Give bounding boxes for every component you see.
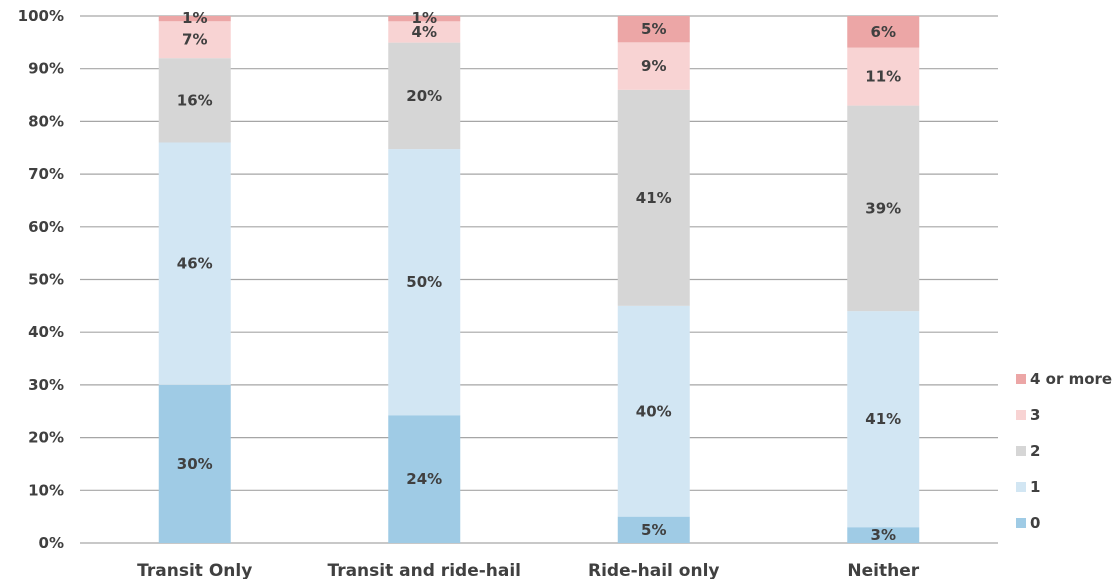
legend-swatch: [1016, 374, 1026, 384]
data-label: 20%: [406, 87, 442, 105]
legend-label: 4 or more: [1030, 370, 1112, 388]
y-tick-label: 100%: [18, 7, 64, 25]
y-tick-label: 40%: [28, 323, 64, 341]
data-label: 39%: [865, 199, 901, 217]
y-tick-label: 80%: [28, 112, 64, 130]
bar-segment: [617, 16, 690, 43]
y-tick-label: 70%: [28, 165, 64, 183]
data-label: 16%: [177, 91, 213, 109]
bar-segment: [617, 42, 690, 90]
bar-segment: [847, 47, 920, 106]
y-tick-label: 10%: [28, 481, 64, 499]
y-tick-label: 90%: [28, 60, 64, 78]
bar-segment: [158, 58, 231, 143]
data-label: 24%: [406, 470, 442, 488]
bar-segment: [847, 105, 920, 312]
legend-label: 1: [1030, 478, 1040, 496]
data-label: 41%: [865, 410, 901, 428]
legend: 0 1 2 3 4 or more: [1016, 370, 1112, 532]
bar-segment: [388, 21, 461, 43]
data-label: 46%: [177, 255, 213, 273]
y-tick-label: 50%: [28, 271, 64, 289]
y-axis-ticks: 0% 10% 20% 30% 40% 50% 60% 70% 80% 90% 100%: [18, 7, 64, 552]
legend-swatch: [1016, 446, 1026, 456]
x-category-label: Transit Only: [137, 561, 252, 579]
bar-segment: [847, 16, 920, 48]
legend-label: 2: [1030, 442, 1040, 460]
bar-segment: [158, 16, 231, 22]
y-tick-label: 20%: [28, 429, 64, 447]
x-category-label: Ride-hail only: [588, 561, 720, 579]
data-label: 9%: [641, 57, 666, 75]
x-axis-categories: Transit Only Transit and ride-hail Ride-ha…: [137, 561, 920, 579]
legend-swatch: [1016, 410, 1026, 420]
data-label: 11%: [865, 68, 901, 86]
legend-label: 0: [1030, 514, 1040, 532]
x-category-label: Neither: [847, 561, 919, 579]
bar-segment: [158, 384, 231, 543]
data-label: 40%: [636, 402, 672, 420]
y-tick-label: 0%: [39, 534, 64, 552]
bar-segment: [847, 311, 920, 528]
legend-swatch: [1016, 482, 1026, 492]
bar-segment: [158, 21, 231, 59]
data-label: 41%: [636, 189, 672, 207]
bars: [158, 16, 920, 543]
bar-segment: [617, 89, 690, 306]
bar-segment: [388, 149, 461, 416]
bar-segment: [388, 415, 461, 543]
data-label: 1%: [182, 9, 207, 27]
data-label: 50%: [406, 273, 442, 291]
bar-segment: [388, 16, 461, 22]
y-tick-label: 60%: [28, 218, 64, 236]
bar-segment: [847, 527, 920, 543]
data-labels: 30%46%16%7%1%24%50%20%4%1%5%40%41%9%5%3%…: [177, 9, 901, 544]
bar-segment: [388, 42, 461, 150]
legend-swatch: [1016, 518, 1026, 528]
data-label: 6%: [871, 23, 896, 41]
bar-segment: [617, 516, 690, 543]
data-label: 7%: [182, 31, 207, 49]
x-category-label: Transit and ride-hail: [327, 561, 521, 579]
data-label: 30%: [177, 455, 213, 473]
data-label: 1%: [412, 9, 437, 27]
bar-segment: [158, 142, 231, 385]
y-tick-label: 30%: [28, 376, 64, 394]
data-label: 5%: [641, 20, 666, 38]
gridlines: [80, 15, 998, 544]
data-label: 5%: [641, 521, 666, 539]
data-label: 3%: [871, 526, 896, 544]
bar-segment: [617, 305, 690, 517]
legend-label: 3: [1030, 406, 1040, 424]
data-label: 4%: [412, 23, 437, 41]
